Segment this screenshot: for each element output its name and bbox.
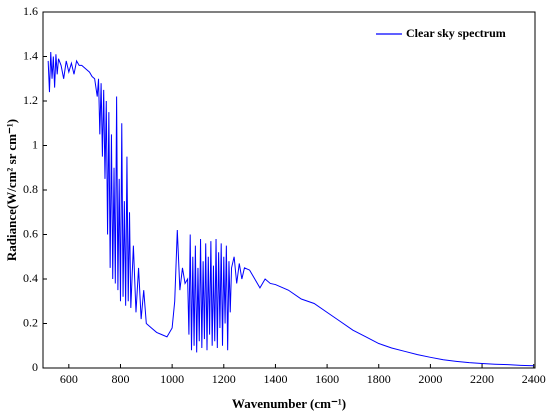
line-series xyxy=(47,52,534,367)
x-tick-label: 2400 xyxy=(522,372,546,386)
y-tick-label: 1 xyxy=(32,137,38,151)
y-tick-label: 0.4 xyxy=(23,271,38,285)
x-tick-label: 1800 xyxy=(367,372,391,386)
y-tick-label: 0.6 xyxy=(23,226,38,240)
plot-frame xyxy=(42,11,536,369)
y-tick-label: 0 xyxy=(32,360,38,374)
x-tick-label: 600 xyxy=(60,372,78,386)
x-tick-label: 1200 xyxy=(212,372,236,386)
y-tick-label: 1.2 xyxy=(23,93,38,107)
x-tick-label: 1400 xyxy=(263,372,287,386)
x-tick-label: 2000 xyxy=(418,372,442,386)
x-tick-label: 2200 xyxy=(470,372,494,386)
y-tick-label: 1.6 xyxy=(23,4,38,18)
y-tick-label: 0.2 xyxy=(23,315,38,329)
x-tick-label: 1000 xyxy=(160,372,184,386)
y-axis-label: Radiance(W/cm² sr cm⁻¹) xyxy=(4,119,19,261)
y-tick-label: 1.4 xyxy=(23,48,38,62)
legend-label: Clear sky spectrum xyxy=(406,26,506,40)
x-tick-label: 1600 xyxy=(315,372,339,386)
x-axis-label: Wavenumber (cm⁻¹) xyxy=(232,396,346,411)
x-tick-label: 800 xyxy=(111,372,129,386)
y-tick-label: 0.8 xyxy=(23,182,38,196)
